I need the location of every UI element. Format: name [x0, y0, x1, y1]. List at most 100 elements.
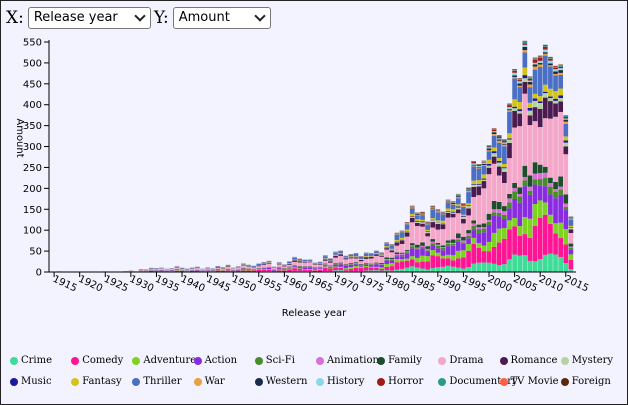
y-tick-label: 400 — [23, 100, 42, 111]
bar-segment — [368, 256, 374, 259]
bar-segment — [461, 207, 466, 215]
bar-segment — [502, 171, 507, 183]
bar-segment — [317, 267, 323, 269]
bar-segment — [384, 246, 390, 247]
axis-controls: X: Release year Y: Amount — [6, 7, 271, 29]
bar-segment — [420, 261, 425, 269]
bar-segment — [292, 260, 297, 262]
bar-segment — [502, 164, 507, 168]
bar-segment — [527, 237, 533, 261]
bar-segment — [502, 167, 507, 169]
bar-segment — [522, 255, 528, 272]
bar-segment — [466, 206, 471, 209]
bar-segment — [455, 207, 461, 210]
bar-segment — [537, 179, 543, 186]
bar-segment — [553, 73, 558, 76]
bar-segment — [558, 189, 564, 195]
bar-segment — [307, 266, 313, 267]
bar-segment — [486, 219, 492, 222]
bar-segment — [522, 165, 528, 177]
bar-segment — [563, 140, 569, 143]
bar-segment — [568, 243, 574, 247]
bar-segment — [353, 253, 359, 257]
bar-segment — [548, 60, 553, 64]
bar-segment — [420, 242, 425, 246]
bar-segment — [374, 264, 379, 267]
bar-segment — [282, 264, 287, 266]
bar-segment — [537, 57, 543, 61]
bar-segment — [394, 253, 400, 256]
bar-segment — [174, 266, 180, 268]
bar-segment — [522, 93, 528, 166]
bar-segment — [328, 270, 333, 272]
bar-segment — [522, 41, 528, 44]
bar-segment — [445, 258, 451, 266]
bar-segment — [507, 193, 512, 199]
bar-segment — [425, 229, 430, 232]
bar-segment — [266, 263, 272, 268]
bar-segment — [527, 87, 533, 103]
bar-segment — [450, 245, 456, 256]
bar-segment — [507, 208, 512, 221]
bar-segment — [261, 269, 267, 272]
bar-segment — [415, 262, 420, 268]
bar-segment — [507, 109, 512, 111]
bar-segment — [507, 107, 512, 110]
bar-segment — [558, 70, 564, 73]
bar-segment — [292, 265, 297, 267]
bar-segment — [420, 247, 425, 249]
bar-segment — [348, 264, 354, 268]
bar-segment — [261, 264, 267, 268]
bar-segment — [287, 264, 292, 267]
bar-segment — [548, 58, 553, 61]
bar-segment — [363, 267, 369, 271]
bar-segment — [568, 217, 574, 218]
bar-segment — [532, 261, 538, 272]
bar-segment — [404, 258, 410, 261]
legend-swatch — [560, 377, 569, 386]
bar-segment — [404, 224, 410, 230]
bar-segment — [496, 162, 502, 167]
bar-segment — [297, 261, 303, 263]
bar-segment — [502, 206, 507, 212]
bar-segment — [558, 101, 564, 112]
bar-segment — [338, 255, 343, 263]
bar-segment — [471, 263, 477, 272]
bar-segment — [343, 259, 349, 265]
y-axis-select[interactable]: Amount — [172, 7, 271, 29]
bar-segment — [481, 179, 487, 182]
bar-segment — [425, 231, 430, 232]
bar-segment — [517, 202, 523, 227]
bar-segment — [343, 264, 349, 266]
bar-segment — [266, 261, 272, 263]
bar-segment — [440, 255, 446, 259]
bar-segment — [486, 151, 492, 160]
bar-segment — [399, 237, 405, 240]
bar-segment — [420, 255, 425, 262]
bar-segment — [425, 223, 430, 225]
x-axis: 1915192019251930193519401945195019551960… — [49, 271, 590, 295]
bar-segment — [394, 233, 400, 234]
bar-segment — [348, 258, 354, 264]
x-axis-select[interactable]: Release year — [27, 7, 151, 29]
bar-segment — [450, 203, 456, 205]
y-tick-label: 250 — [23, 163, 42, 174]
bar-segment — [435, 248, 441, 253]
bar-segment — [455, 194, 461, 196]
bar-segment — [491, 232, 497, 247]
x-tick-label: 1980 — [383, 274, 411, 295]
x-tick-label: 1990 — [435, 274, 463, 295]
bar-segment — [317, 268, 323, 270]
bar-segment — [445, 212, 451, 218]
bar-segment — [517, 111, 523, 114]
bar-segment — [358, 261, 364, 265]
bar-segment — [461, 268, 466, 272]
bar-segment — [486, 145, 492, 147]
bar-segment — [542, 177, 548, 187]
y-axis-label: Y: — [153, 8, 169, 28]
legend-label: Horror — [388, 376, 424, 387]
bar-segment — [471, 163, 477, 165]
bar-segment — [496, 142, 502, 159]
bar-segment — [512, 217, 517, 227]
bar-segment — [399, 232, 405, 238]
